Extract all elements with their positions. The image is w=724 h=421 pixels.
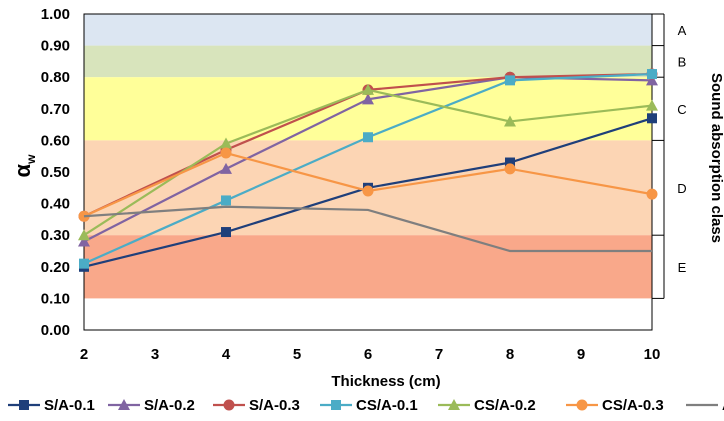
data-point: [79, 258, 89, 269]
x-tick-label: 4: [222, 346, 231, 363]
class-bands: [84, 14, 652, 299]
data-point: [448, 399, 460, 410]
y-tick-label: 0.20: [41, 259, 70, 276]
data-point: [504, 115, 516, 127]
legend-label: CS/A-0.3: [602, 397, 664, 414]
class-label-c: C: [677, 102, 686, 117]
x-tick-label: 8: [506, 346, 514, 363]
data-point: [504, 163, 516, 175]
data-point: [78, 229, 90, 241]
x-axis-title: Thickness (cm): [331, 373, 440, 390]
data-point: [505, 75, 515, 86]
class-label-d: D: [677, 181, 686, 196]
x-tick-label: 9: [577, 346, 585, 363]
right-axis-title: Sound absorption class: [708, 73, 724, 243]
legend-label: CS/A-0.2: [474, 397, 536, 414]
data-point: [647, 113, 657, 124]
sound-absorption-class-scale: A B C D E: [652, 13, 687, 299]
data-point: [220, 137, 232, 149]
legend-item: S/A-0.2: [108, 397, 195, 414]
data-point: [221, 227, 231, 238]
y-tick-label: 0.50: [41, 164, 70, 181]
data-point: [363, 132, 373, 143]
legend-item: S/A-0.3: [213, 397, 300, 414]
y-tick-label: 0.30: [41, 227, 70, 244]
band-b: [84, 45, 652, 78]
legend-item: A-1: [686, 397, 724, 414]
data-point: [362, 83, 374, 95]
data-point: [646, 99, 658, 111]
data-point: [118, 399, 130, 410]
x-tick-label: 5: [293, 346, 301, 363]
band-e: [84, 235, 652, 299]
data-point: [647, 69, 657, 80]
y-tick-label: 0.70: [41, 101, 70, 118]
y-tick-label: 0.10: [41, 290, 70, 307]
y-axis-title: αw: [10, 154, 38, 178]
x-axis-ticks: 2 3 4 5 6 7 8 9 10: [80, 346, 661, 363]
y-tick-label: 1.00: [41, 6, 70, 23]
data-point: [362, 93, 374, 105]
band-a: [84, 14, 652, 46]
legend-label: S/A-0.2: [144, 397, 195, 414]
legend-label: S/A-0.1: [44, 397, 95, 414]
y-tick-label: 0.00: [41, 322, 70, 339]
series-cs-a-0-3: [78, 147, 658, 222]
data-point: [331, 400, 341, 410]
data-point: [220, 147, 232, 159]
y-tick-label: 0.80: [41, 69, 70, 86]
legend-item: S/A-0.1: [8, 397, 95, 414]
class-label-a: A: [678, 23, 687, 38]
series-line: [83, 205, 652, 253]
data-point: [646, 188, 658, 200]
x-tick-label: 3: [151, 346, 159, 363]
legend-label: A-1: [722, 397, 724, 414]
data-point: [646, 74, 658, 86]
series-cs-a-0-1: [79, 69, 657, 269]
data-point: [19, 400, 29, 410]
series-lines: [78, 68, 658, 272]
y-axis-ticks: 0.00 0.10 0.20 0.30 0.40 0.50 0.60 0.70 0.80 0.90…: [41, 6, 70, 339]
legend: S/A-0.1 S/A-0.2 S/A-0.3 CS/A-0.1 CS/A-0.2 CS/…: [8, 397, 724, 414]
plot-area: [83, 13, 653, 331]
y-tick-label: 0.40: [41, 196, 70, 213]
data-point: [505, 157, 515, 168]
x-tick-label: 2: [80, 346, 88, 363]
data-point: [220, 162, 232, 174]
data-point: [78, 235, 90, 247]
data-point: [221, 195, 231, 206]
y-tick-label: 0.90: [41, 38, 70, 55]
legend-item: CS/A-0.2: [438, 397, 536, 414]
data-point: [576, 399, 588, 411]
x-tick-label: 6: [364, 346, 372, 363]
y-tick-label: 0.60: [41, 132, 70, 149]
class-label-b: B: [678, 54, 687, 69]
series-a-1: [83, 205, 652, 253]
legend-item: CS/A-0.3: [566, 397, 664, 414]
x-tick-label: 7: [435, 346, 443, 363]
x-tick-label: 10: [644, 346, 661, 363]
data-point: [362, 185, 374, 197]
data-point: [223, 399, 235, 411]
legend-label: S/A-0.3: [249, 397, 300, 414]
class-label-e: E: [678, 260, 687, 275]
legend-label: CS/A-0.1: [356, 397, 418, 414]
legend-item: CS/A-0.1: [320, 397, 418, 414]
